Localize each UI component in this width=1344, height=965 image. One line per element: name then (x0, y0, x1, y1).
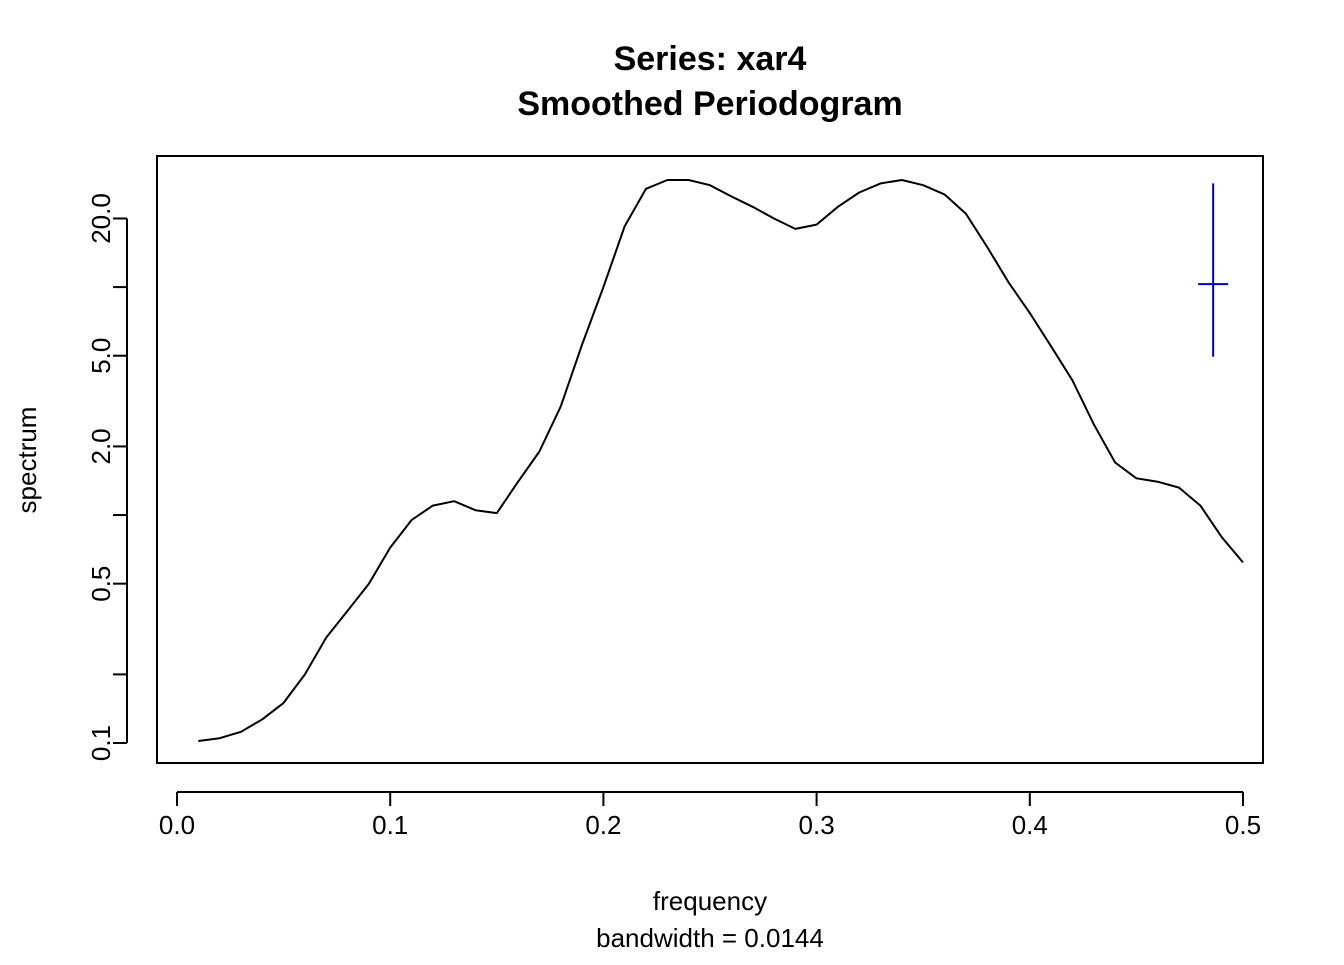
x-tick-label: 0.5 (1225, 810, 1261, 840)
series-line (198, 179, 1244, 742)
y-tick-label: 0.1 (86, 725, 116, 761)
chart-subtitle: Smoothed Periodogram (517, 85, 902, 123)
chart-title: Series: xar4 (614, 40, 807, 78)
y-tick-label: 0.5 (86, 566, 116, 602)
bandwidth-label: bandwidth = 0.0144 (596, 923, 824, 953)
y-tick-label: 2.0 (86, 428, 116, 464)
x-axis: 0.0 0.1 0.2 0.3 0.4 0.5 (159, 791, 1261, 840)
x-tick-label: 0.3 (799, 810, 835, 840)
x-tick-label: 0.0 (159, 810, 195, 840)
y-axis: 0.1 0.5 2.0 5.0 20.0 (86, 193, 128, 761)
x-tick-label: 0.2 (585, 810, 621, 840)
y-tick-label: 5.0 (86, 338, 116, 374)
x-axis-label: frequency (653, 886, 767, 916)
y-tick-label: 20.0 (86, 193, 116, 244)
x-tick-label: 0.1 (372, 810, 408, 840)
x-tick-label: 0.4 (1012, 810, 1048, 840)
plot-frame (156, 155, 1264, 764)
y-axis-label: spectrum (12, 407, 42, 514)
confidence-interval-bar (1198, 183, 1229, 357)
series-layer (198, 179, 1244, 742)
